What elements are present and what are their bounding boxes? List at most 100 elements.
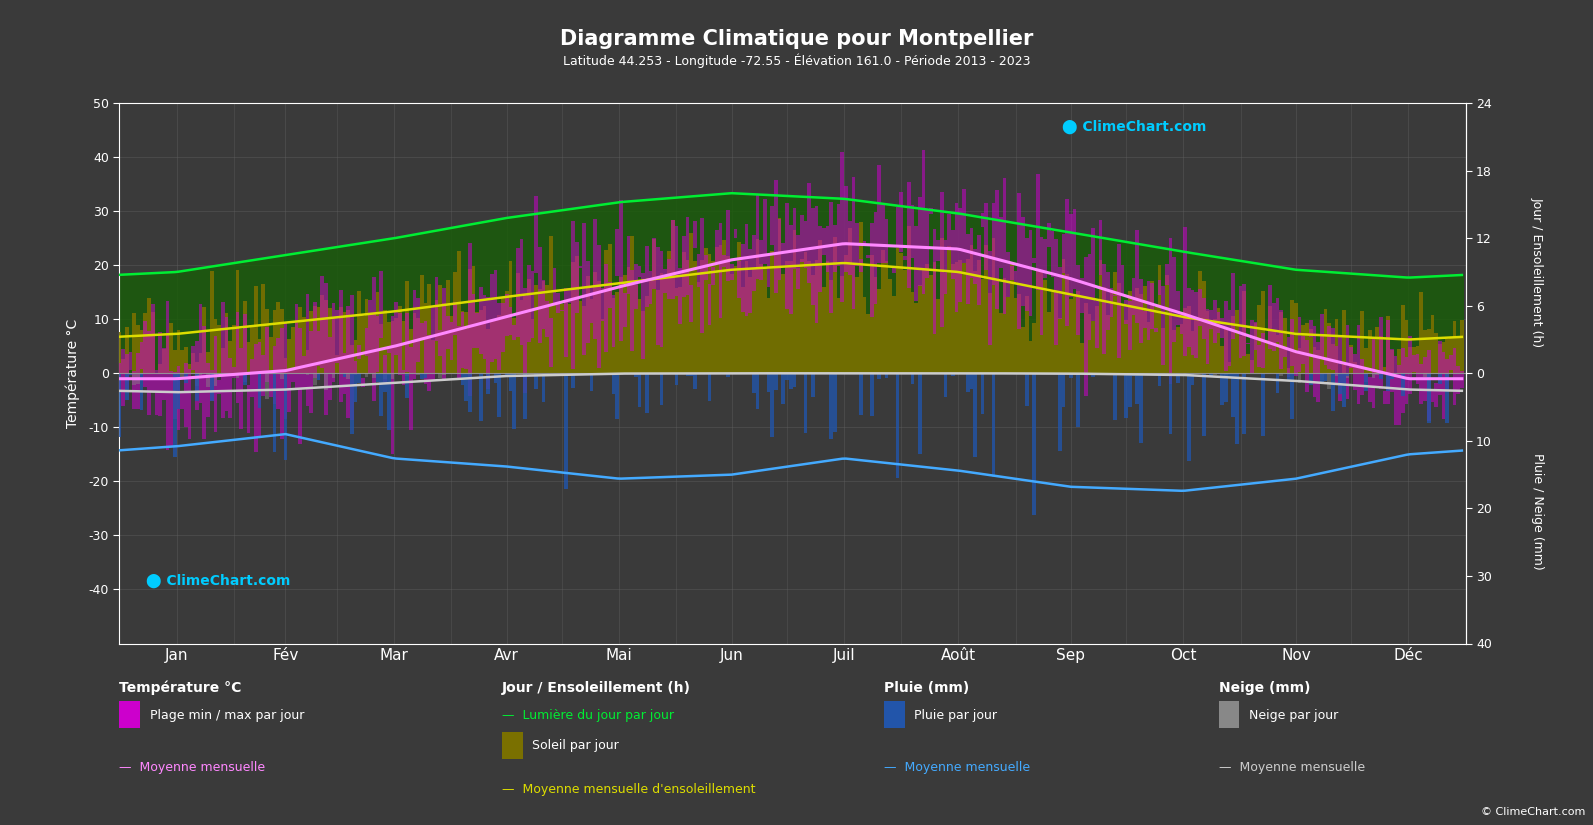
- Bar: [723, 194, 726, 373]
- Bar: [749, 249, 752, 313]
- Bar: [819, 226, 822, 292]
- Bar: [247, 385, 250, 433]
- Bar: [914, 226, 918, 301]
- Bar: [671, 220, 674, 373]
- Bar: [881, 204, 884, 263]
- Bar: [1136, 288, 1139, 373]
- Bar: [205, 267, 210, 373]
- Bar: [1235, 373, 1239, 444]
- Bar: [309, 251, 314, 373]
- Bar: [1184, 308, 1187, 373]
- Bar: [1375, 373, 1380, 375]
- Bar: [542, 213, 545, 373]
- Bar: [814, 205, 819, 323]
- Bar: [295, 253, 298, 373]
- Bar: [1231, 315, 1235, 373]
- Bar: [287, 255, 292, 373]
- Bar: [446, 280, 449, 373]
- Bar: [1316, 350, 1321, 373]
- Bar: [948, 212, 951, 373]
- Bar: [524, 215, 527, 373]
- Bar: [1268, 285, 1271, 349]
- Bar: [217, 380, 221, 394]
- Bar: [118, 332, 121, 373]
- Bar: [881, 204, 884, 373]
- Bar: [796, 268, 800, 373]
- Bar: [873, 203, 878, 373]
- Bar: [911, 208, 914, 373]
- Bar: [844, 186, 847, 271]
- Bar: [199, 304, 202, 403]
- Bar: [298, 328, 303, 444]
- Bar: [368, 242, 373, 373]
- Bar: [830, 280, 833, 373]
- Bar: [601, 289, 604, 321]
- Bar: [1453, 321, 1456, 373]
- Bar: [615, 373, 620, 419]
- Bar: [174, 351, 177, 373]
- Bar: [1397, 365, 1400, 425]
- Bar: [808, 197, 811, 373]
- Bar: [1080, 234, 1083, 373]
- Bar: [284, 373, 287, 460]
- Bar: [1372, 373, 1375, 378]
- Bar: [331, 248, 335, 373]
- Bar: [589, 373, 593, 390]
- Bar: [859, 222, 862, 373]
- Bar: [1243, 284, 1246, 356]
- Bar: [357, 373, 362, 383]
- Bar: [1147, 246, 1150, 373]
- Bar: [1035, 227, 1040, 373]
- Bar: [604, 250, 609, 373]
- Bar: [718, 194, 723, 373]
- Bar: [564, 302, 567, 373]
- Bar: [513, 324, 516, 340]
- Bar: [247, 342, 250, 373]
- Bar: [350, 245, 354, 373]
- Bar: [491, 220, 494, 373]
- Bar: [836, 298, 841, 373]
- Bar: [715, 195, 718, 373]
- Bar: [387, 323, 390, 373]
- Bar: [671, 198, 674, 373]
- Bar: [1338, 373, 1341, 394]
- Bar: [752, 195, 755, 373]
- Bar: [609, 282, 612, 308]
- Bar: [1024, 238, 1029, 311]
- Bar: [707, 254, 712, 373]
- Bar: [432, 231, 435, 373]
- Bar: [339, 307, 342, 373]
- Bar: [239, 348, 244, 429]
- Bar: [280, 373, 284, 379]
- Bar: [1239, 337, 1243, 373]
- Bar: [303, 317, 306, 373]
- Bar: [162, 349, 166, 373]
- Bar: [1180, 324, 1184, 373]
- Bar: [682, 197, 685, 373]
- Bar: [615, 292, 620, 373]
- Bar: [929, 210, 932, 373]
- Bar: [1383, 391, 1386, 404]
- Bar: [292, 369, 295, 382]
- Bar: [486, 373, 491, 394]
- Bar: [637, 373, 642, 408]
- Bar: [202, 267, 205, 373]
- Bar: [1169, 249, 1172, 373]
- Bar: [726, 373, 730, 377]
- Bar: [387, 239, 390, 373]
- Bar: [903, 206, 906, 373]
- Bar: [542, 280, 545, 329]
- Bar: [572, 373, 575, 388]
- Bar: [730, 274, 733, 373]
- Bar: [513, 217, 516, 373]
- Bar: [1212, 299, 1217, 343]
- Bar: [118, 275, 121, 373]
- Bar: [873, 212, 878, 304]
- Bar: [940, 238, 943, 373]
- Bar: [298, 307, 303, 373]
- Bar: [782, 243, 785, 267]
- Bar: [398, 238, 401, 373]
- Bar: [679, 287, 682, 373]
- Bar: [561, 373, 564, 375]
- Bar: [287, 338, 292, 373]
